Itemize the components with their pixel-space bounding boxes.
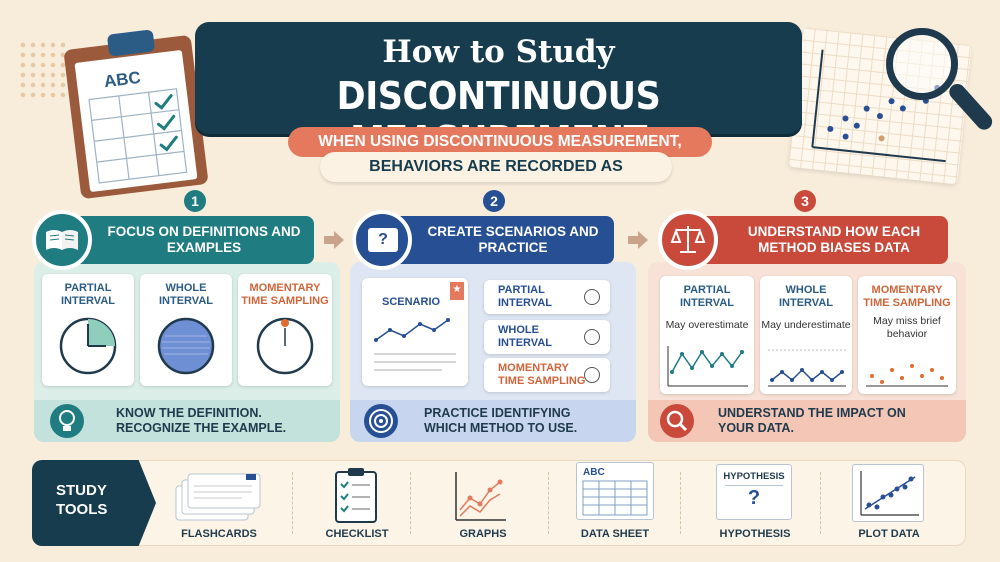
study-tools-label: STUDY TOOLS xyxy=(32,460,156,546)
star-bookmark-icon: ★ xyxy=(450,282,464,300)
tool-label-checklist: CHECKLIST xyxy=(325,528,389,540)
option-label: WHOLE INTERVAL xyxy=(498,324,552,349)
scenario-label: SCENARIO xyxy=(382,296,441,308)
card-title: PARTIAL INTERVAL xyxy=(680,284,734,309)
step-2-tip-text: PRACTICE IDENTIFYING WHICH METHOD TO USE… xyxy=(424,406,578,435)
bias-note: May underestimate xyxy=(761,319,851,332)
scale-icon xyxy=(658,210,718,270)
tool-divider xyxy=(292,472,293,534)
tool-label-graphs: GRAPHS xyxy=(459,528,507,540)
title-line-1: How to Study xyxy=(382,34,615,70)
option-momentary-time-sampling[interactable]: MOMENTARY TIME SAMPLING xyxy=(484,358,610,392)
tool-label-hypothesis: HYPOTHESIS xyxy=(719,528,791,540)
data-sheet-icon: ABC xyxy=(576,462,654,520)
hypothesis-icon: HYPOTHESIS ? xyxy=(716,464,792,520)
data-sheet-abc: ABC xyxy=(583,467,605,478)
option-whole-interval[interactable]: WHOLE INTERVAL xyxy=(484,320,610,354)
flashcards-icon xyxy=(172,472,262,527)
plot-data-icon xyxy=(852,464,924,522)
partial-interval-card: PARTIAL INTERVAL xyxy=(42,274,134,386)
magnifier-small-icon xyxy=(660,404,694,438)
tool-label-data-sheet: DATA SHEET xyxy=(580,528,650,540)
graphs-icon xyxy=(450,468,510,529)
tool-label-flashcards: FLASHCARDS xyxy=(181,528,257,540)
clock-point-icon xyxy=(256,317,314,375)
whole-interval-bias-card: WHOLE INTERVAL May underestimate xyxy=(760,276,852,394)
step-2-number: 2 xyxy=(483,190,505,212)
question-card-icon: ? xyxy=(352,210,412,270)
overestimate-chart xyxy=(667,346,748,387)
scenario-card: SCENARIO ★ xyxy=(362,278,468,386)
tool-divider xyxy=(680,472,681,534)
checklist-icon xyxy=(332,466,380,529)
clock-full-icon xyxy=(157,317,215,375)
question-mark-icon: ? xyxy=(747,487,761,509)
target-icon xyxy=(364,404,398,438)
momentary-time-sampling-bias-card: MOMENTARY TIME SAMPLING May miss brief b… xyxy=(858,276,956,394)
whole-interval-card: WHOLE INTERVAL xyxy=(140,274,232,386)
tool-divider xyxy=(548,472,549,534)
bias-note: May overestimate xyxy=(665,319,749,332)
magnifier-icon xyxy=(886,28,958,100)
radio-button[interactable] xyxy=(584,367,600,383)
question-mark-text: ? xyxy=(368,228,398,252)
arrow-right-icon xyxy=(626,229,650,256)
underestimate-chart xyxy=(768,349,846,387)
subtitle-line-2: BEHAVIORS ARE RECORDED AS xyxy=(320,152,672,182)
clipboard-paper xyxy=(74,49,198,193)
tool-label-plot-data: PLOT DATA xyxy=(858,528,920,540)
tool-divider xyxy=(820,472,821,534)
step-1-tip: KNOW THE DEFINITION. RECOGNIZE THE EXAMP… xyxy=(34,400,340,442)
card-title: WHOLE INTERVAL xyxy=(159,282,213,307)
scenario-mini-chart xyxy=(374,318,456,371)
step-1-tip-text: KNOW THE DEFINITION. RECOGNIZE THE EXAMP… xyxy=(116,406,287,435)
arrow-right-icon xyxy=(322,229,346,256)
card-title: PARTIAL INTERVAL xyxy=(61,282,115,307)
missed-behavior-chart xyxy=(866,364,948,387)
card-title: WHOLE INTERVAL xyxy=(779,284,833,309)
option-partial-interval[interactable]: PARTIAL INTERVAL xyxy=(484,280,610,314)
radio-button[interactable] xyxy=(584,289,600,305)
option-label: PARTIAL INTERVAL xyxy=(498,284,552,309)
lightbulb-icon xyxy=(50,404,84,438)
bias-note: May miss brief behavior xyxy=(873,315,941,340)
background-dots xyxy=(18,40,68,100)
option-label: MOMENTARY TIME SAMPLING xyxy=(498,362,586,387)
study-tools-label-text: STUDY TOOLS xyxy=(56,482,108,518)
step-3-tip: UNDERSTAND THE IMPACT ON YOUR DATA. xyxy=(648,400,966,442)
step-3-number: 3 xyxy=(794,190,816,212)
title-banner: How to Study DISCONTINUOUS MEASUREMENT xyxy=(195,22,802,162)
clock-quarter-icon xyxy=(59,317,117,375)
hypothesis-icon-text: HYPOTHESIS xyxy=(723,471,785,482)
clipboard-grid xyxy=(88,88,188,184)
momentary-time-sampling-card: MOMENTARY TIME SAMPLING xyxy=(238,274,332,386)
card-title: MOMENTARY TIME SAMPLING xyxy=(241,282,329,307)
step-3-tip-text: UNDERSTAND THE IMPACT ON YOUR DATA. xyxy=(718,406,906,435)
tool-divider xyxy=(410,472,411,534)
step-1-number: 1 xyxy=(184,190,206,212)
partial-interval-bias-card: PARTIAL INTERVAL May overestimate xyxy=(660,276,754,394)
card-title: MOMENTARY TIME SAMPLING xyxy=(863,284,951,309)
book-icon xyxy=(32,210,92,270)
radio-button[interactable] xyxy=(584,329,600,345)
